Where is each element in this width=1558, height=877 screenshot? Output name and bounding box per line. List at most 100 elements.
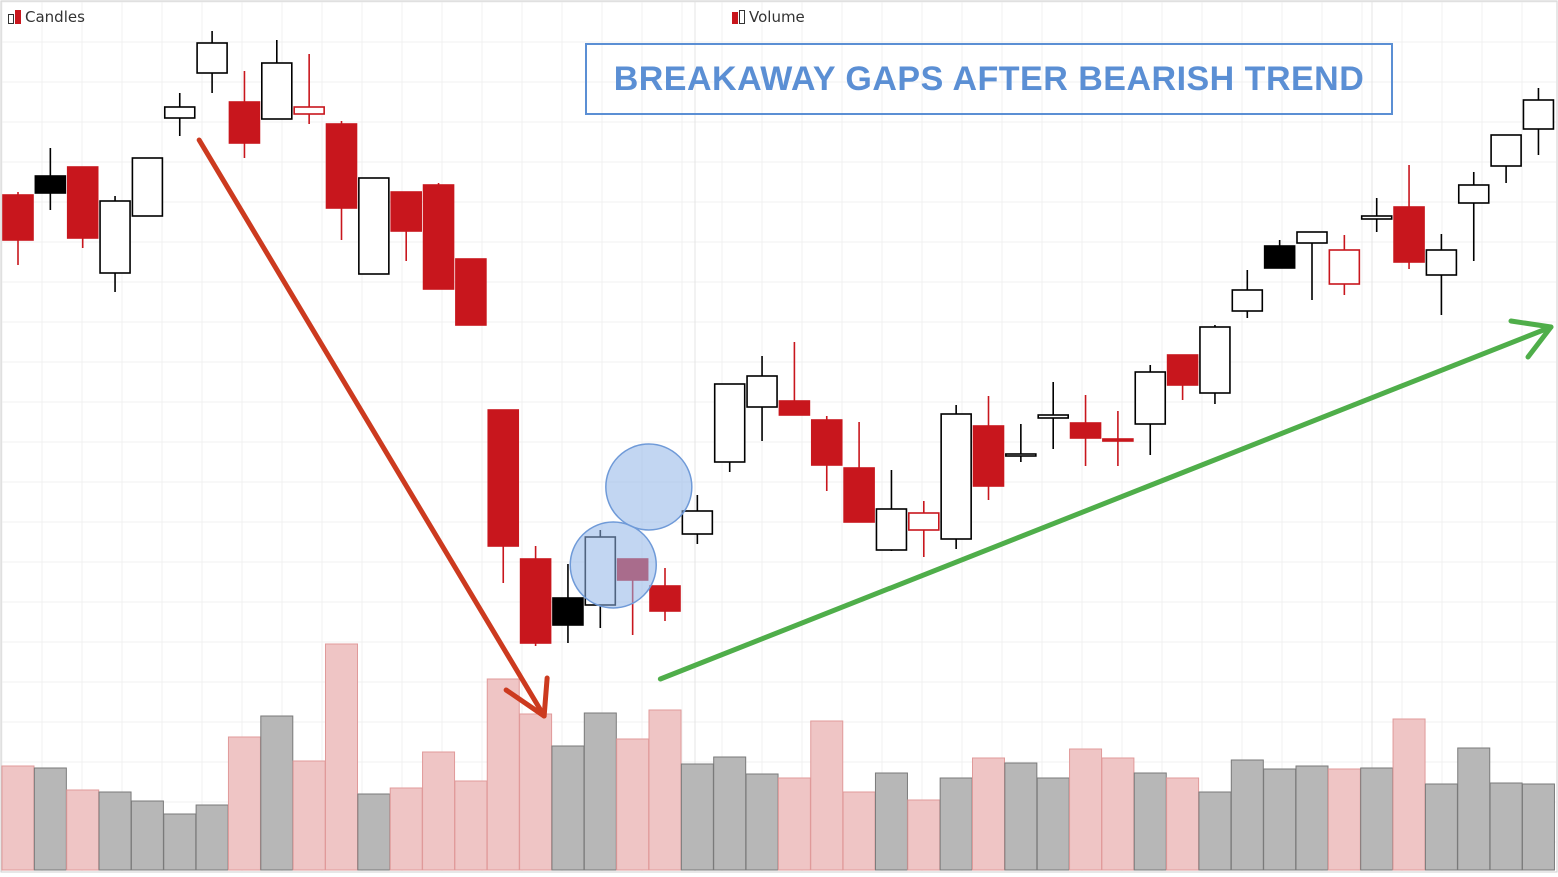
volume-bar xyxy=(551,745,585,871)
volume-bar xyxy=(66,789,100,871)
volume-bar xyxy=(1360,767,1394,871)
candle-body xyxy=(1134,371,1167,425)
volume-bar xyxy=(777,777,811,871)
candle-body xyxy=(1037,414,1069,419)
candle-body xyxy=(487,409,520,547)
volume-bar xyxy=(1457,747,1491,871)
volume-bar xyxy=(1327,768,1361,871)
candle-body xyxy=(1457,184,1490,204)
candle-body xyxy=(972,425,1005,487)
volume-bar xyxy=(422,751,456,871)
volume-bar xyxy=(357,793,391,871)
candle-body xyxy=(260,62,293,120)
candle-body xyxy=(390,191,423,232)
candle-body xyxy=(552,597,584,626)
bearish-trend-arrow xyxy=(196,137,547,719)
candle-body xyxy=(681,510,714,535)
candle-body xyxy=(1166,354,1199,386)
candle-body xyxy=(34,175,67,194)
candle-body xyxy=(293,106,325,115)
candle-body xyxy=(1231,289,1264,312)
volume-bar xyxy=(227,736,261,871)
candle-body xyxy=(131,157,164,217)
volume-bar xyxy=(519,713,553,871)
chart-title: BREAKAWAY GAPS AFTER BEARISH TREND xyxy=(613,59,1365,98)
volume-bar xyxy=(874,772,908,871)
volume-bar xyxy=(1101,757,1135,871)
candle-body xyxy=(2,194,34,241)
volume-legend-icon xyxy=(732,10,745,24)
volume-bar xyxy=(130,800,164,871)
candle-body xyxy=(422,184,455,290)
volume-bar xyxy=(1198,791,1232,871)
candle-body xyxy=(1199,326,1231,394)
candle-body xyxy=(99,200,131,274)
volume-bar xyxy=(907,799,941,871)
candle-body xyxy=(358,177,390,275)
volume-bar xyxy=(260,715,294,871)
volume-bar xyxy=(1133,772,1167,871)
candle-body xyxy=(325,123,358,209)
bearish-arrow-head xyxy=(503,675,550,719)
candle-body xyxy=(1296,231,1328,244)
legend-candles-label: Candles xyxy=(25,8,85,26)
volume-bar xyxy=(713,756,747,871)
volume-bar xyxy=(486,678,520,871)
volume-bar xyxy=(939,777,973,871)
candle-body xyxy=(649,585,681,612)
volume-bar xyxy=(1166,777,1200,871)
volume-bar xyxy=(1263,768,1297,871)
candle-body xyxy=(1263,245,1296,269)
candle-body xyxy=(196,42,228,74)
candle-body xyxy=(810,419,843,466)
volume-bar xyxy=(810,720,844,871)
volume-bar xyxy=(33,767,67,871)
volume-bar xyxy=(1392,718,1426,871)
bullish-trend-arrow xyxy=(657,324,1554,682)
candle-body xyxy=(1102,438,1134,442)
volume-bar xyxy=(1,765,35,871)
volume-bar xyxy=(745,773,779,871)
legend-candles[interactable]: Candles xyxy=(8,8,85,26)
candle-body xyxy=(1005,453,1037,457)
candle-body xyxy=(228,101,261,144)
candle-body xyxy=(1490,134,1522,167)
legend-volume[interactable]: Volume xyxy=(732,8,805,26)
volume-bar xyxy=(1069,748,1103,871)
volume-bar xyxy=(163,813,197,871)
candle-body xyxy=(713,383,746,463)
volume-bar xyxy=(325,643,358,871)
gap-highlight-circle xyxy=(569,521,657,609)
candle-body xyxy=(1328,249,1361,285)
volume-bar xyxy=(842,791,876,871)
gap-highlight-circle xyxy=(605,443,693,531)
candle-body xyxy=(1425,249,1458,276)
volume-bar xyxy=(1230,759,1264,871)
volume-bar xyxy=(292,760,326,871)
volume-bar xyxy=(389,787,423,871)
volume-bar xyxy=(1036,777,1070,871)
volume-bar xyxy=(616,738,650,871)
candle-body xyxy=(907,512,940,531)
volume-bar xyxy=(972,757,1005,871)
candle-body xyxy=(66,166,99,239)
candle-body xyxy=(940,413,972,540)
candle-body xyxy=(875,508,908,551)
candle-body xyxy=(519,558,552,644)
volume-bar xyxy=(1489,782,1523,871)
candle-body xyxy=(1360,215,1393,220)
candle-body xyxy=(1522,99,1555,130)
bullish-arrow-head xyxy=(1508,318,1554,360)
volume-bar xyxy=(1004,762,1038,871)
candle-body xyxy=(455,258,487,326)
title-box: BREAKAWAY GAPS AFTER BEARISH TREND xyxy=(585,43,1393,115)
volume-bar xyxy=(583,712,617,871)
candle-body xyxy=(163,106,196,119)
candles-legend-icon xyxy=(8,10,21,24)
volume-bar xyxy=(1295,765,1329,871)
legend-volume-label: Volume xyxy=(749,8,805,26)
volume-bar xyxy=(98,791,132,871)
volume-bar xyxy=(1521,783,1555,871)
